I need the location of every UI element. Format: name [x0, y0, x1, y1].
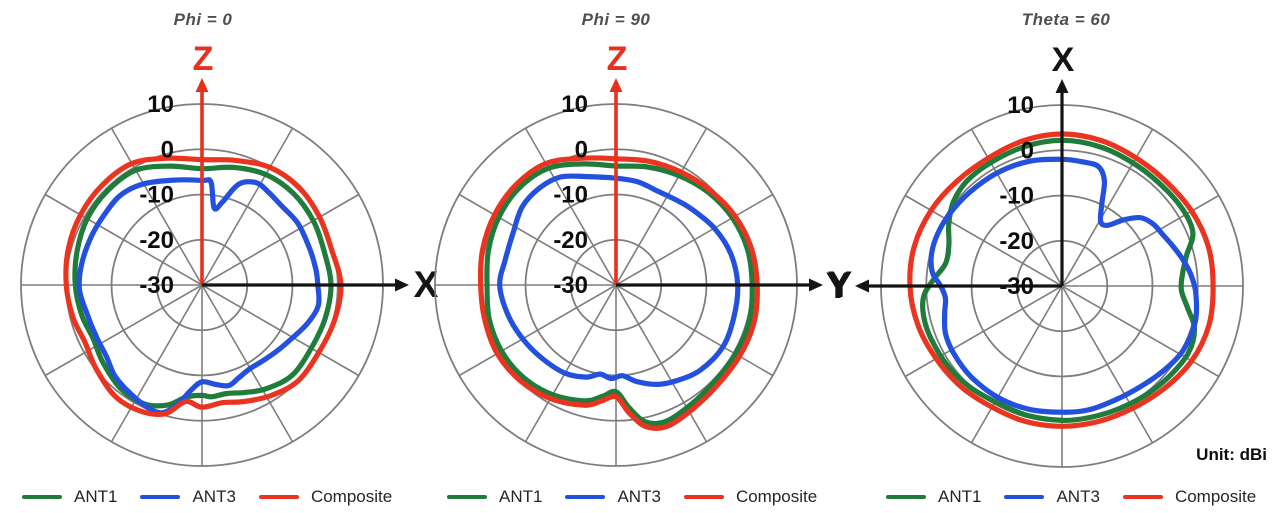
- legend-item-ant1: ANT1: [886, 487, 981, 507]
- series-curve-composite: [907, 131, 1216, 429]
- legend-label: Composite: [735, 487, 818, 506]
- legend-label: ANT3: [1056, 487, 1100, 506]
- series-curve-ant3: [928, 156, 1200, 415]
- plot-title-phi-0: Phi = 0: [173, 10, 233, 29]
- legend-plot-2: ANT1 ANT3 Composite: [447, 487, 817, 507]
- radial-tick-label: -30: [553, 272, 588, 299]
- radial-tick-label: -10: [139, 182, 174, 209]
- z-axis-label: Z: [193, 40, 214, 78]
- legend-item-ant1: ANT1: [22, 487, 117, 507]
- radial-tick-label: -20: [139, 227, 174, 254]
- radial-tick-label: -20: [999, 228, 1034, 255]
- series-curve-ant1: [484, 161, 755, 427]
- legend-label: ANT1: [499, 487, 543, 506]
- ant1-line-swatch: [886, 495, 926, 499]
- radial-tick-label: -20: [553, 227, 588, 254]
- x-axis-label: X: [1052, 41, 1075, 79]
- series-curve-ant1: [920, 137, 1198, 424]
- composite-line-swatch: [683, 495, 724, 499]
- plot-title-theta-60: Theta = 60: [1021, 10, 1111, 29]
- series-curve-ant3: [76, 177, 322, 416]
- radial-tick-label: 10: [561, 91, 588, 118]
- series-curve-ant3: [497, 173, 741, 388]
- legend-item-ant3: ANT3: [565, 487, 661, 507]
- x-axis-arrow-head: [1055, 79, 1069, 93]
- legend-item-composite: Composite: [1122, 487, 1257, 507]
- legend-plot-1: ANT1 ANT3 Composite: [22, 487, 392, 507]
- radial-tick-label: 10: [1007, 92, 1034, 119]
- z-axis-arrow-head: [195, 78, 209, 92]
- z-axis-arrow-head: [609, 78, 623, 92]
- series-curve-composite: [63, 155, 344, 418]
- legend-label: ANT1: [938, 487, 982, 506]
- y-axis-arrow-head: [809, 278, 823, 292]
- radial-tick-label: -10: [999, 183, 1034, 210]
- ant3-line-swatch: [140, 495, 181, 499]
- radial-tick-label: 0: [161, 136, 174, 163]
- radial-tick-label: 10: [147, 91, 174, 118]
- legend-label: ANT1: [74, 487, 118, 506]
- ant3-line-swatch: [565, 495, 606, 499]
- composite-line-swatch: [258, 495, 299, 499]
- legend-label: Composite: [310, 487, 393, 506]
- legend-label: ANT3: [617, 487, 661, 506]
- ant1-line-swatch: [22, 495, 62, 499]
- legend-item-ant3: ANT3: [1004, 487, 1100, 507]
- radial-tick-label: 0: [575, 136, 588, 163]
- legend-item-ant1: ANT1: [447, 487, 542, 507]
- legend-plot-3: ANT1 ANT3 Composite: [886, 487, 1256, 507]
- unit-note: Unit: dBi: [1196, 445, 1267, 464]
- legend-item-composite: Composite: [683, 487, 818, 507]
- radial-tick-label: -30: [139, 272, 174, 299]
- legend-item-ant3: ANT3: [140, 487, 236, 507]
- radial-tick-label: 0: [1021, 137, 1034, 164]
- plot-title-phi-90: Phi = 90: [581, 10, 651, 29]
- y-axis-label: Y: [828, 264, 853, 305]
- y-axis-arrow-head: [855, 279, 869, 293]
- z-axis-label: Z: [607, 40, 628, 78]
- series-curve-composite: [477, 155, 760, 431]
- legend-label: ANT3: [192, 487, 236, 506]
- x-axis-arrow-head: [395, 278, 409, 292]
- legend-label: Composite: [1174, 487, 1257, 506]
- y-axis-label: Y: [826, 265, 851, 306]
- ant3-line-swatch: [1004, 495, 1045, 499]
- series-curve-ant1: [72, 163, 334, 409]
- legend-item-composite: Composite: [258, 487, 393, 507]
- composite-line-swatch: [1122, 495, 1163, 499]
- ant1-line-swatch: [447, 495, 487, 499]
- radial-tick-label: -10: [553, 182, 588, 209]
- radial-tick-label: -30: [999, 273, 1034, 300]
